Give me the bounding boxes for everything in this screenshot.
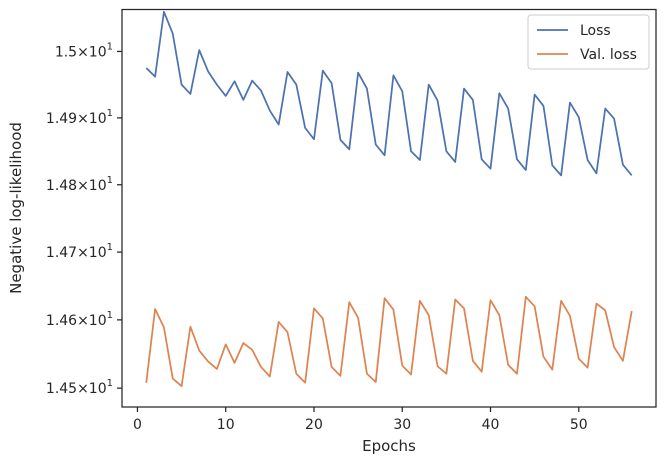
x-tick-label: 20 [305, 417, 323, 433]
x-axis-label: Epochs [362, 437, 416, 455]
axes-frame [121, 8, 657, 408]
legend: Loss Val. loss [527, 14, 650, 70]
x-tick-label: 0 [133, 417, 142, 433]
x-tick-label: 10 [217, 417, 235, 433]
y-tick-label: 1.5×101 [55, 41, 113, 60]
x-tick-label: 40 [482, 417, 500, 433]
x-tick-label: 50 [570, 417, 588, 433]
plot-area-lines [145, 10, 633, 387]
x-tick-label: 30 [393, 417, 411, 433]
legend-label-loss: Loss [580, 23, 611, 39]
y-tick-label: 1.45×101 [46, 378, 113, 397]
x-axis-ticks: 0 10 20 30 40 50 [133, 407, 588, 433]
y-axis-label: Negative log-likelihood [7, 122, 25, 294]
y-tick-label: 1.49×101 [46, 108, 113, 127]
y-tick-label: 1.47×101 [46, 242, 113, 261]
series-line-val-loss [145, 295, 633, 387]
y-tick-label: 1.48×101 [46, 175, 113, 194]
legend-label-val-loss: Val. loss [580, 47, 637, 63]
legend-box [527, 14, 650, 70]
y-tick-label: 1.46×101 [46, 310, 113, 329]
series-line-loss [145, 10, 633, 177]
y-axis-ticks: 1.45×101 1.46×101 1.47×101 1.48×101 1.49×101… [46, 41, 122, 397]
